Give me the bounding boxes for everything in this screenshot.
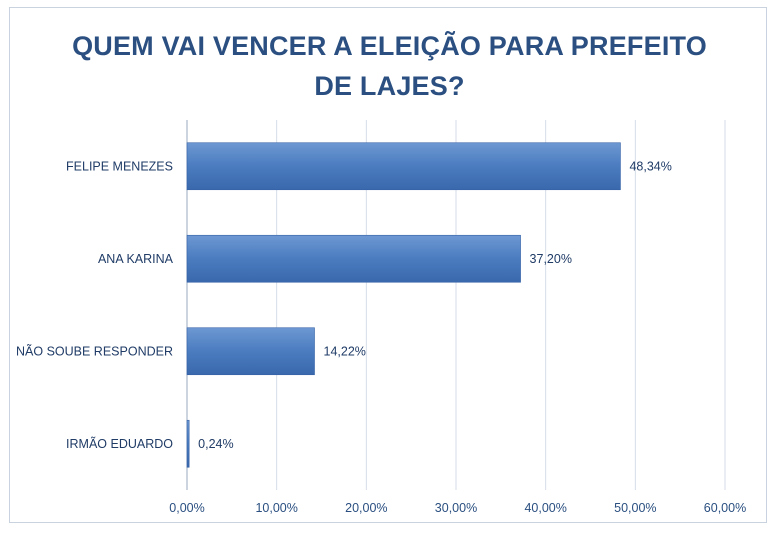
x-tick-label: 10,00% <box>255 501 297 515</box>
x-tick-label: 40,00% <box>524 501 566 515</box>
category-label: IRMÃO EDUARDO <box>66 437 173 451</box>
data-label: 14,22% <box>324 344 366 358</box>
x-tick-label: 50,00% <box>614 501 656 515</box>
data-label: 37,20% <box>530 252 572 266</box>
category-label: ANA KARINA <box>98 252 174 266</box>
data-label: 0,24% <box>198 437 233 451</box>
bar <box>186 327 315 376</box>
chart-title-line-1: QUEM VAI VENCER A ELEIÇÃO PARA PREFEITO <box>72 31 707 61</box>
bar <box>186 142 621 191</box>
x-tick-label: 60,00% <box>704 501 746 515</box>
x-tick-label: 20,00% <box>345 501 387 515</box>
chart-title-line-2: DE LAJES? <box>314 71 465 101</box>
category-label: NÃO SOUBE RESPONDER <box>16 344 173 358</box>
bar <box>186 419 190 468</box>
data-label: 48,34% <box>629 159 671 173</box>
chart-title: QUEM VAI VENCER A ELEIÇÃO PARA PREFEITO … <box>0 26 779 106</box>
x-tick-label: 0,00% <box>169 501 204 515</box>
x-tick-label: 30,00% <box>435 501 477 515</box>
bar <box>186 234 521 283</box>
category-label: FELIPE MENEZES <box>66 159 173 173</box>
